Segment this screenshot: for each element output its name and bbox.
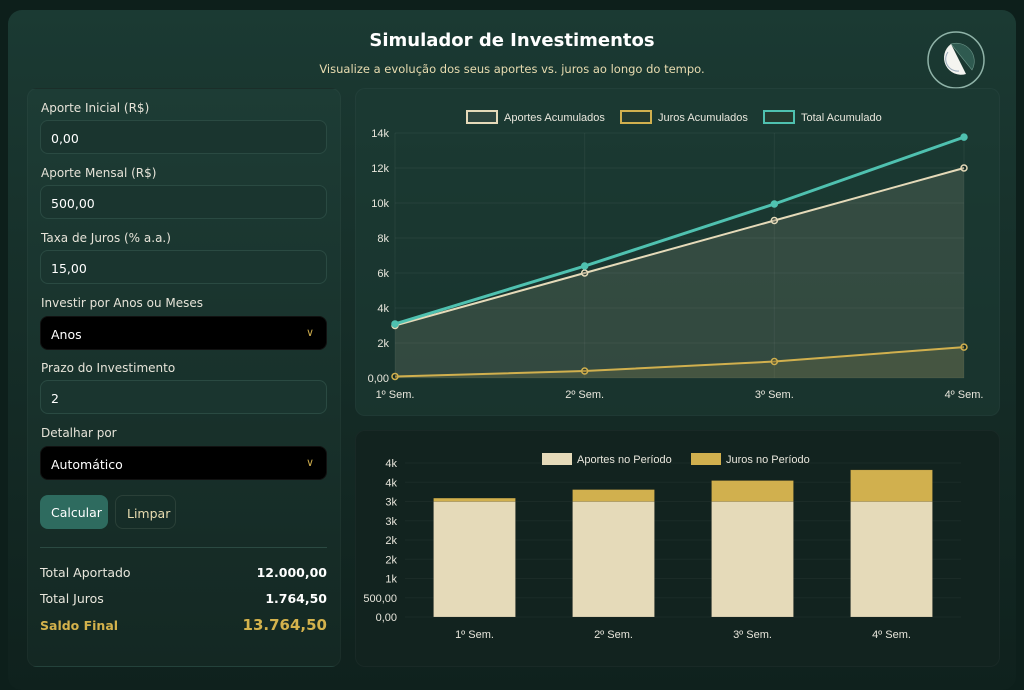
- bar-segment: [572, 501, 655, 618]
- detalhar-value: Automático: [51, 457, 123, 472]
- legend-swatch: [691, 453, 721, 465]
- data-point: [770, 216, 779, 225]
- prazo-label: Prazo do Investimento: [41, 361, 176, 375]
- series-line: [394, 135, 965, 326]
- aporte-mensal-label: Aporte Mensal (R$): [41, 166, 157, 180]
- legend-swatch: [542, 453, 572, 465]
- bar-segment: [433, 497, 516, 502]
- x-tick-label: 3º Sem.: [755, 389, 794, 401]
- data-point: [391, 320, 399, 328]
- total-aportado-value: 12.000,00: [256, 565, 327, 580]
- data-point: [391, 372, 399, 381]
- y-tick-label: 2k: [377, 338, 389, 350]
- total-juros-label: Total Juros: [40, 591, 104, 606]
- page-subtitle: Visualize a evolução dos seus aportes vs…: [319, 62, 705, 76]
- legend-swatch: [620, 110, 652, 124]
- chevron-down-icon: ∨: [305, 456, 314, 469]
- divider: [40, 547, 327, 548]
- legend-label: Total Acumulado: [801, 112, 882, 124]
- x-tick-label: 4º Sem.: [872, 629, 911, 641]
- saldo-final-row: Saldo Final 13.764,50: [40, 616, 327, 634]
- total-juros-value: 1.764,50: [265, 591, 327, 606]
- data-point: [580, 262, 589, 270]
- data-point: [580, 269, 589, 277]
- bar-segment: [711, 480, 794, 502]
- aporte-mensal-input[interactable]: 500,00: [40, 185, 327, 219]
- x-tick-label: 4º Sem.: [945, 389, 984, 401]
- y-tick-label: 3k: [385, 516, 397, 528]
- y-tick-label: 12k: [371, 163, 389, 175]
- bar-segment: [433, 501, 516, 618]
- bar-segment: [850, 501, 933, 618]
- total-juros-row: Total Juros 1.764,50: [40, 591, 327, 606]
- data-point: [770, 200, 779, 208]
- aporte-inicial-input[interactable]: 0,00: [40, 120, 327, 154]
- area-1: [395, 347, 964, 378]
- x-tick-label: 3º Sem.: [733, 629, 772, 641]
- y-tick-label: 1k: [385, 574, 397, 586]
- x-tick-label: 2º Sem.: [594, 629, 633, 641]
- bar-chart: 0,00 500,00 1k 2k 2k 3k 3k 4k 4k 1º Sem. 2º Sem. 3º…: [363, 453, 961, 641]
- data-point: [960, 164, 968, 172]
- prazo-input[interactable]: 2: [40, 380, 327, 414]
- bar-chart-panel: 0,00 500,00 1k 2k 2k 3k 3k 4k 4k 1º Sem. 2º Sem. 3º…: [355, 430, 1000, 667]
- legend-label: Juros Acumulados: [658, 112, 748, 124]
- taxa-input[interactable]: 15,00: [40, 250, 327, 284]
- limpar-button[interactable]: Limpar: [115, 495, 176, 529]
- taxa-label: Taxa de Juros (% a.a.): [41, 231, 171, 245]
- investir-por-select[interactable]: Anos ∨: [40, 316, 327, 350]
- y-tick-label: 4k: [377, 303, 389, 315]
- y-tick-label: 14k: [371, 128, 389, 140]
- total-aportado-label: Total Aportado: [40, 565, 131, 580]
- series-line: [394, 167, 965, 327]
- legend-label: Aportes no Período: [577, 454, 672, 466]
- saldo-final-label: Saldo Final: [40, 617, 119, 633]
- x-tick-label: 1º Sem.: [455, 629, 494, 641]
- y-tick-label: 10k: [371, 198, 389, 210]
- y-tick-label: 6k: [377, 268, 389, 280]
- form-panel: Aporte Inicial (R$) 0,00 Aporte Mensal (…: [27, 88, 341, 667]
- y-tick-label: 0,00: [368, 373, 389, 385]
- bar-segment: [572, 489, 655, 502]
- data-point: [960, 343, 968, 351]
- y-tick-label: 500,00: [363, 593, 397, 605]
- page-title: Simulador de Investimentos: [369, 30, 655, 51]
- y-tick-label: 4k: [385, 458, 397, 470]
- y-tick-label: 2k: [385, 554, 397, 566]
- investir-por-label: Investir por Anos ou Meses: [41, 296, 203, 310]
- line-chart: 0,00 2k 4k 6k 8k 10k 12k 14k 1º Sem. 2º Sem. 3º Se…: [368, 110, 984, 401]
- chevron-down-icon: ∨: [305, 326, 314, 339]
- legend-swatch: [466, 110, 498, 124]
- legend-label: Aportes Acumulados: [504, 112, 605, 124]
- data-point: [580, 367, 589, 375]
- logo-icon: [927, 31, 985, 89]
- x-tick-label: 1º Sem.: [376, 389, 415, 401]
- calcular-button[interactable]: Calcular: [40, 495, 108, 529]
- data-point: [770, 357, 779, 366]
- saldo-final-value: 13.764,50: [242, 616, 327, 634]
- y-tick-label: 4k: [385, 477, 397, 489]
- bar-segment: [850, 469, 933, 502]
- y-tick-label: 3k: [385, 497, 397, 509]
- detalhar-select[interactable]: Automático ∨: [40, 446, 327, 480]
- aporte-inicial-label: Aporte Inicial (R$): [41, 101, 150, 115]
- investir-por-value: Anos: [51, 327, 82, 342]
- total-aportado-row: Total Aportado 12.000,00: [40, 565, 327, 580]
- data-point: [960, 133, 968, 141]
- area-0: [395, 168, 964, 378]
- y-tick-label: 8k: [377, 233, 389, 245]
- legend-swatch: [763, 110, 795, 124]
- y-tick-label: 2k: [385, 535, 397, 547]
- series-line: [394, 346, 965, 378]
- detalhar-label: Detalhar por: [41, 426, 117, 440]
- line-chart-panel: 0,00 2k 4k 6k 8k 10k 12k 14k 1º Sem. 2º Sem. 3º Se…: [355, 88, 1000, 416]
- bar-segment: [711, 501, 794, 618]
- y-tick-label: 0,00: [376, 612, 397, 624]
- x-tick-label: 2º Sem.: [565, 389, 604, 401]
- legend-label: Juros no Período: [726, 454, 810, 466]
